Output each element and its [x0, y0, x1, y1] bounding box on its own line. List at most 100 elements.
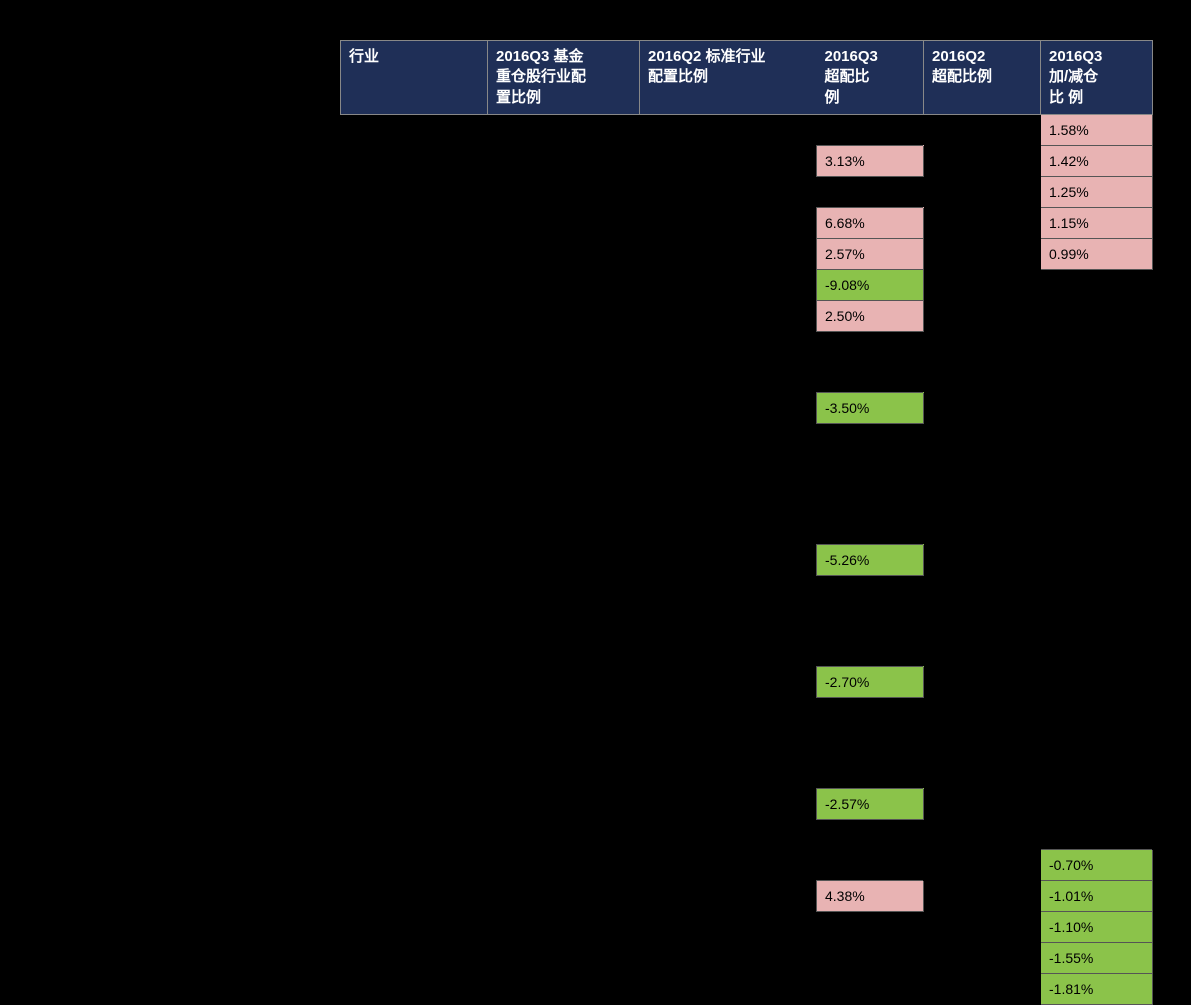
cell [817, 819, 924, 850]
cell [1041, 454, 1153, 484]
cell [924, 666, 1041, 697]
cell [341, 636, 488, 667]
table-row: -5.26% [341, 544, 1153, 575]
cell [640, 912, 817, 943]
cell [488, 362, 640, 393]
table-row: -1.81% [341, 974, 1153, 1005]
cell [924, 269, 1041, 300]
cell: -1.81% [1041, 974, 1153, 1005]
cell [1041, 666, 1153, 697]
table-row: 1.25% [341, 176, 1153, 207]
cell [640, 423, 817, 454]
cell [640, 114, 817, 145]
cell [341, 392, 488, 423]
cell [341, 666, 488, 697]
cell: 1.25% [1041, 176, 1153, 207]
cell [488, 454, 640, 484]
cell [817, 943, 924, 974]
cell [1041, 819, 1153, 850]
cell [1041, 269, 1153, 300]
cell [817, 697, 924, 728]
cell [341, 881, 488, 912]
cell [640, 850, 817, 881]
cell [924, 606, 1041, 636]
cell [488, 697, 640, 728]
cell [640, 943, 817, 974]
cell [488, 758, 640, 789]
cell [817, 176, 924, 207]
table-row [341, 575, 1153, 606]
col-header-1: 2016Q3 基金重仓股行业配置比例 [488, 41, 640, 115]
table-body: 1.58%3.13%1.42%1.25%6.68%1.15%2.57%0.99%… [341, 114, 1153, 1005]
cell [341, 362, 488, 393]
cell [924, 484, 1041, 514]
cell [640, 819, 817, 850]
cell [341, 758, 488, 789]
cell [924, 912, 1041, 943]
col-header-5: 2016Q3加/减仓比 例 [1041, 41, 1153, 115]
table-row: 3.13%1.42% [341, 145, 1153, 176]
col-header-3: 2016Q3超配比例 [817, 41, 924, 115]
cell: 1.15% [1041, 207, 1153, 238]
cell [640, 758, 817, 789]
cell [640, 514, 817, 545]
cell [488, 514, 640, 545]
cell [488, 819, 640, 850]
cell [924, 819, 1041, 850]
cell [488, 176, 640, 207]
cell [1041, 606, 1153, 636]
cell [640, 269, 817, 300]
cell [341, 974, 488, 1005]
cell [488, 943, 640, 974]
cell: 1.58% [1041, 114, 1153, 145]
cell: -1.55% [1041, 943, 1153, 974]
cell [341, 912, 488, 943]
table-row [341, 362, 1153, 393]
cell [1041, 392, 1153, 423]
table-row [341, 454, 1153, 484]
cell [1041, 575, 1153, 606]
cell [640, 606, 817, 636]
cell [341, 788, 488, 819]
cell [341, 728, 488, 758]
cell [1041, 728, 1153, 758]
table-row [341, 606, 1153, 636]
table-row: 2.50% [341, 300, 1153, 331]
cell [640, 238, 817, 269]
cell [1041, 484, 1153, 514]
cell [817, 758, 924, 789]
cell [924, 575, 1041, 606]
cell [817, 423, 924, 454]
cell [924, 238, 1041, 269]
cell [341, 697, 488, 728]
cell [488, 575, 640, 606]
cell [341, 238, 488, 269]
cell [341, 606, 488, 636]
table-row: 4.38%-1.01% [341, 881, 1153, 912]
cell: -5.26% [817, 544, 924, 575]
cell [817, 514, 924, 545]
cell [640, 974, 817, 1005]
table-row [341, 331, 1153, 362]
cell [341, 207, 488, 238]
cell [488, 636, 640, 667]
cell [817, 974, 924, 1005]
cell [924, 544, 1041, 575]
cell [924, 207, 1041, 238]
table-row [341, 484, 1153, 514]
cell [640, 788, 817, 819]
cell [924, 176, 1041, 207]
cell [1041, 423, 1153, 454]
cell [341, 575, 488, 606]
cell [924, 943, 1041, 974]
cell [924, 454, 1041, 484]
cell: -2.57% [817, 788, 924, 819]
cell [488, 544, 640, 575]
cell [640, 575, 817, 606]
col-header-2: 2016Q2 标准行业配置比例 [640, 41, 817, 115]
cell [1041, 544, 1153, 575]
data-table: 行业2016Q3 基金重仓股行业配置比例2016Q2 标准行业配置比例2016Q… [340, 40, 1153, 1005]
cell [341, 300, 488, 331]
cell [924, 114, 1041, 145]
table-row [341, 514, 1153, 545]
